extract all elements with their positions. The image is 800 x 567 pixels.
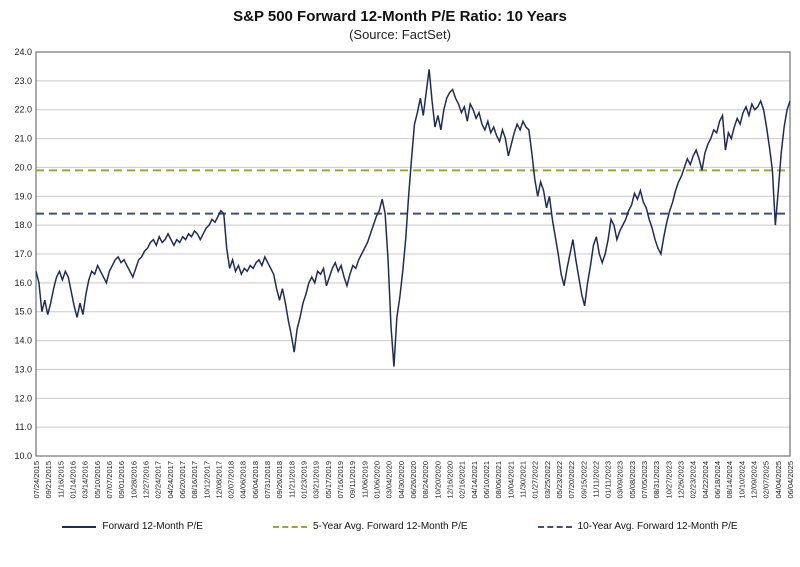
x-tick-label: 09/21/2015	[44, 461, 53, 499]
x-tick-label: 09/15/2022	[579, 461, 588, 499]
y-tick-label: 12.0	[14, 393, 32, 403]
x-tick-label: 10/28/2016	[129, 461, 138, 499]
y-tick-label: 18.0	[14, 220, 32, 230]
y-tick-label: 22.0	[14, 105, 32, 115]
x-tick-label: 06/20/2017	[178, 461, 187, 499]
x-tick-label: 03/25/2022	[543, 461, 552, 499]
x-tick-label: 07/07/2016	[105, 461, 114, 499]
x-tick-label: 03/14/2016	[81, 461, 90, 499]
y-tick-label: 10.0	[14, 451, 32, 461]
x-tick-label: 08/24/2020	[421, 461, 430, 499]
x-tick-label: 10/20/2020	[433, 461, 442, 499]
x-tick-label: 12/16/2020	[445, 461, 454, 499]
x-tick-label: 01/06/2020	[373, 461, 382, 499]
x-tick-label: 02/16/2021	[458, 461, 467, 499]
y-tick-label: 21.0	[14, 134, 32, 144]
y-tick-label: 16.0	[14, 278, 32, 288]
x-tick-label: 04/30/2020	[397, 461, 406, 499]
forward-pe-line	[35, 69, 791, 367]
x-tick-label: 10/27/2023	[664, 461, 673, 499]
x-tick-label: 11/06/2019	[360, 461, 369, 498]
x-tick-label: 01/11/2023	[604, 461, 613, 498]
x-tick-label: 08/31/2023	[652, 461, 661, 499]
x-tick-label: 02/07/2025	[762, 461, 771, 499]
legend-label-10yr-avg: 10-Year Avg. Forward 12-Month P/E	[577, 521, 738, 532]
x-tick-label: 06/10/2021	[482, 461, 491, 499]
x-tick-label: 06/04/2018	[251, 461, 260, 499]
x-tick-label: 06/26/2020	[409, 461, 418, 499]
y-tick-label: 17.0	[14, 249, 32, 259]
x-tick-label: 12/27/2016	[141, 461, 150, 499]
x-tick-label: 05/17/2019	[324, 461, 333, 499]
y-tick-label: 24.0	[14, 47, 32, 57]
x-tick-label: 10/12/2017	[202, 461, 211, 499]
x-tick-label: 09/01/2016	[117, 461, 126, 499]
x-tick-label: 07/16/2019	[336, 461, 345, 499]
x-tick-label: 05/08/2023	[628, 461, 637, 499]
x-tick-label: 03/04/2020	[385, 461, 394, 499]
pe-ratio-line-chart: 10.0 11.0 12.0 13.0 14.0 15.0 16.0 17.0 18.0 19.0…	[14, 47, 795, 499]
x-tick-label: 07/05/2023	[640, 461, 649, 499]
y-tick-label: 13.0	[14, 364, 32, 374]
y-tick-label: 20.0	[14, 162, 32, 172]
x-tick-label: 05/23/2022	[555, 461, 564, 499]
x-tick-label: 02/24/2017	[154, 461, 163, 499]
x-tick-label: 06/04/2025	[786, 461, 795, 499]
x-tick-label: 02/23/2024	[689, 461, 698, 499]
x-tick-label: 12/09/2024	[750, 461, 759, 499]
x-tick-label: 06/18/2024	[713, 461, 722, 499]
x-tick-label: 10/10/2024	[737, 461, 746, 499]
legend-line-dashed-green	[272, 525, 307, 528]
x-tick-label: 07/20/2022	[567, 461, 576, 499]
legend-item-10yr-avg: 10-Year Avg. Forward 12-Month P/E	[537, 521, 738, 532]
y-tick-label: 19.0	[14, 191, 32, 201]
legend-line-solid-navy	[62, 525, 97, 528]
x-tick-label: 09/11/2019	[348, 461, 357, 498]
x-tick-label: 09/26/2018	[275, 461, 284, 499]
plot-border	[35, 51, 791, 457]
plot-area: 10.0 11.0 12.0 13.0 14.0 15.0 16.0 17.0 18.0 19.0…	[0, 44, 800, 517]
x-tick-label: 04/22/2024	[701, 461, 710, 499]
legend-item-forward-pe: Forward 12-Month P/E	[62, 521, 203, 532]
x-tick-label: 07/24/2015	[32, 461, 41, 499]
x-tick-label: 04/14/2021	[470, 461, 479, 499]
x-tick-label: 05/10/2016	[93, 461, 102, 499]
x-tick-label: 02/07/2018	[227, 461, 236, 499]
x-tick-label: 04/24/2017	[166, 461, 175, 499]
legend-item-5yr-avg: 5-Year Avg. Forward 12-Month P/E	[272, 521, 468, 532]
y-tick-label: 23.0	[14, 76, 32, 86]
legend-line-dashed-navy	[537, 525, 572, 528]
x-tick-label: 10/04/2021	[506, 461, 515, 499]
y-tick-label: 14.0	[14, 336, 32, 346]
chart-subtitle: (Source: FactSet)	[349, 27, 451, 42]
x-tick-label: 12/26/2023	[677, 461, 686, 499]
y-tick-label: 15.0	[14, 307, 32, 317]
x-tick-label: 11/11/2022	[591, 461, 600, 497]
x-tick-label: 03/21/2019	[312, 461, 321, 499]
x-tick-label: 11/16/2015	[56, 461, 65, 498]
legend-label-5yr-avg: 5-Year Avg. Forward 12-Month P/E	[312, 521, 468, 532]
x-tick-label: 01/14/2016	[68, 461, 77, 499]
x-tick-label: 01/23/2019	[300, 461, 309, 499]
x-tick-label: 07/31/2018	[263, 461, 272, 499]
chart-title: S&P 500 Forward 12-Month P/E Ratio: 10 Y…	[233, 8, 567, 25]
x-tick-label: 08/14/2024	[725, 461, 734, 499]
x-tick-label: 04/04/2025	[774, 461, 783, 499]
y-tick-label: 11.0	[15, 422, 32, 432]
x-tick-label: 11/21/2018	[287, 461, 296, 498]
x-tick-label: 01/27/2022	[531, 461, 540, 499]
x-tick-label: 04/06/2018	[239, 461, 248, 499]
x-tick-label: 12/08/2017	[214, 461, 223, 499]
x-tick-label: 03/09/2023	[616, 461, 625, 499]
x-tick-label: 08/16/2017	[190, 461, 199, 499]
x-tick-label: 08/06/2021	[494, 461, 503, 499]
chart-legend: Forward 12-Month P/E 5-Year Avg. Forward…	[0, 521, 800, 532]
legend-label-forward-pe: Forward 12-Month P/E	[102, 521, 203, 532]
x-tick-label: 11/30/2021	[518, 461, 527, 498]
